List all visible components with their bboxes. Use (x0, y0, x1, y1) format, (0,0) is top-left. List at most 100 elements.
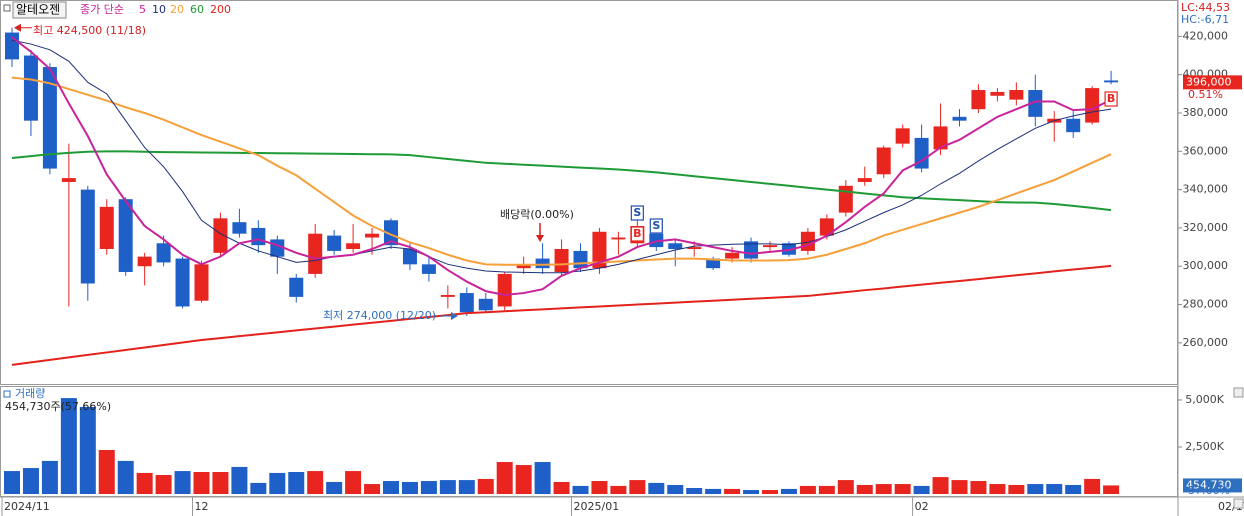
volume-bar (515, 465, 532, 494)
scroll-button[interactable] (1233, 498, 1244, 509)
candle-body (251, 227, 266, 246)
volume-bar (686, 487, 703, 494)
hc-label: HC:-6,71 (1181, 13, 1229, 26)
candle-body (478, 298, 493, 311)
volume-bar (420, 481, 437, 494)
volume-bar (534, 462, 551, 494)
volume-bar (22, 468, 39, 494)
scroll-button[interactable] (1233, 387, 1244, 398)
volume-bar (724, 488, 741, 494)
moving-average (11, 36, 1112, 296)
candle-body (516, 264, 531, 269)
annotation-arrow (451, 312, 458, 321)
candle-body (1104, 80, 1119, 83)
symbol-name: 알테오젠 (16, 3, 60, 17)
signal: S (652, 219, 660, 232)
volume-title: 거래량 (15, 387, 45, 400)
candle-body (289, 277, 304, 297)
volume-box-label: 454,730 (1186, 478, 1232, 491)
volume-bar (610, 485, 627, 494)
candle-body (857, 178, 872, 182)
volume-bar (383, 481, 399, 494)
candle-body (99, 206, 114, 250)
signal-box (630, 226, 644, 242)
y-tick-label: 340,000 (1183, 183, 1229, 196)
x-tick-label: 2025/01 (574, 500, 620, 513)
candle-body (327, 235, 342, 251)
signal: S (633, 206, 641, 219)
volume-bar (193, 471, 210, 494)
x-tick-label: 02 (915, 500, 929, 513)
y-tick-label: 2,500K (1185, 440, 1224, 453)
y-tick-label: 300,000 (1183, 259, 1229, 272)
lc-label: LC:44,53 (1181, 1, 1230, 14)
candle-body (80, 189, 95, 284)
ma-type: 종가 단순 (80, 3, 124, 16)
candle-body (61, 178, 76, 182)
candle-body (592, 231, 607, 269)
candle-body (421, 264, 436, 274)
volume-bar (1027, 484, 1044, 494)
volume-bar (1065, 484, 1082, 494)
volume-bar (496, 462, 513, 494)
volume-bar (989, 484, 1006, 494)
candle-body (1009, 90, 1024, 100)
volume-bar (288, 471, 305, 494)
volume-bar (743, 490, 760, 494)
candle-body (346, 243, 361, 250)
moving-average (11, 76, 1112, 266)
candle-body (118, 199, 133, 272)
volume-bar (269, 472, 286, 494)
y-tick-label: 5,000K (1185, 393, 1224, 406)
volume-bar (364, 484, 381, 494)
candle-body (725, 252, 740, 259)
candle-body (1085, 88, 1100, 123)
x-tick-label: 2024/11 (4, 500, 50, 513)
volume-bar (951, 480, 968, 494)
candle-body (194, 264, 209, 301)
annotation: 배당락(0.00%) (500, 208, 574, 221)
candle-body (895, 128, 910, 144)
y-tick-label: 380,000 (1183, 106, 1229, 119)
candle-body (365, 233, 380, 238)
volume-bar (458, 480, 475, 494)
signal: B (1107, 92, 1115, 105)
volume-bar (591, 481, 608, 494)
signal-box (1104, 91, 1118, 107)
symbol-box[interactable] (12, 1, 67, 19)
volume-bar (818, 485, 835, 494)
candle-body (971, 90, 986, 110)
candle-body (706, 258, 721, 269)
annotation: 최저 274,000 (12/20) (323, 309, 436, 322)
volume-bar (799, 485, 816, 494)
volume-bar (667, 484, 684, 494)
candle-body (497, 273, 512, 307)
candle-body (232, 222, 247, 234)
candle-body (459, 293, 474, 313)
candle-body (5, 32, 19, 60)
volume-bar (572, 485, 589, 494)
volume-bar (705, 488, 722, 494)
candle-body (914, 137, 929, 169)
y-tick-label: 320,000 (1183, 221, 1229, 234)
volume-bar (41, 460, 58, 494)
volume-bar (60, 398, 77, 494)
volume-bar (79, 406, 96, 494)
change-pct: 0.51% (1188, 88, 1223, 101)
volume-bar (913, 485, 930, 494)
candle-body (175, 258, 190, 307)
volume-bar (98, 449, 115, 494)
candle-body (554, 249, 569, 272)
price-box (1183, 75, 1242, 90)
x-tick-label: 12 (195, 500, 209, 513)
candle-body (42, 67, 57, 169)
signal-box (630, 205, 644, 221)
candle-body (1028, 90, 1043, 117)
y-tick-label: 420,000 (1183, 29, 1229, 42)
moving-average (11, 264, 1112, 366)
volume-bar (212, 471, 229, 494)
candle-body (763, 245, 777, 248)
candle-body (440, 294, 455, 297)
